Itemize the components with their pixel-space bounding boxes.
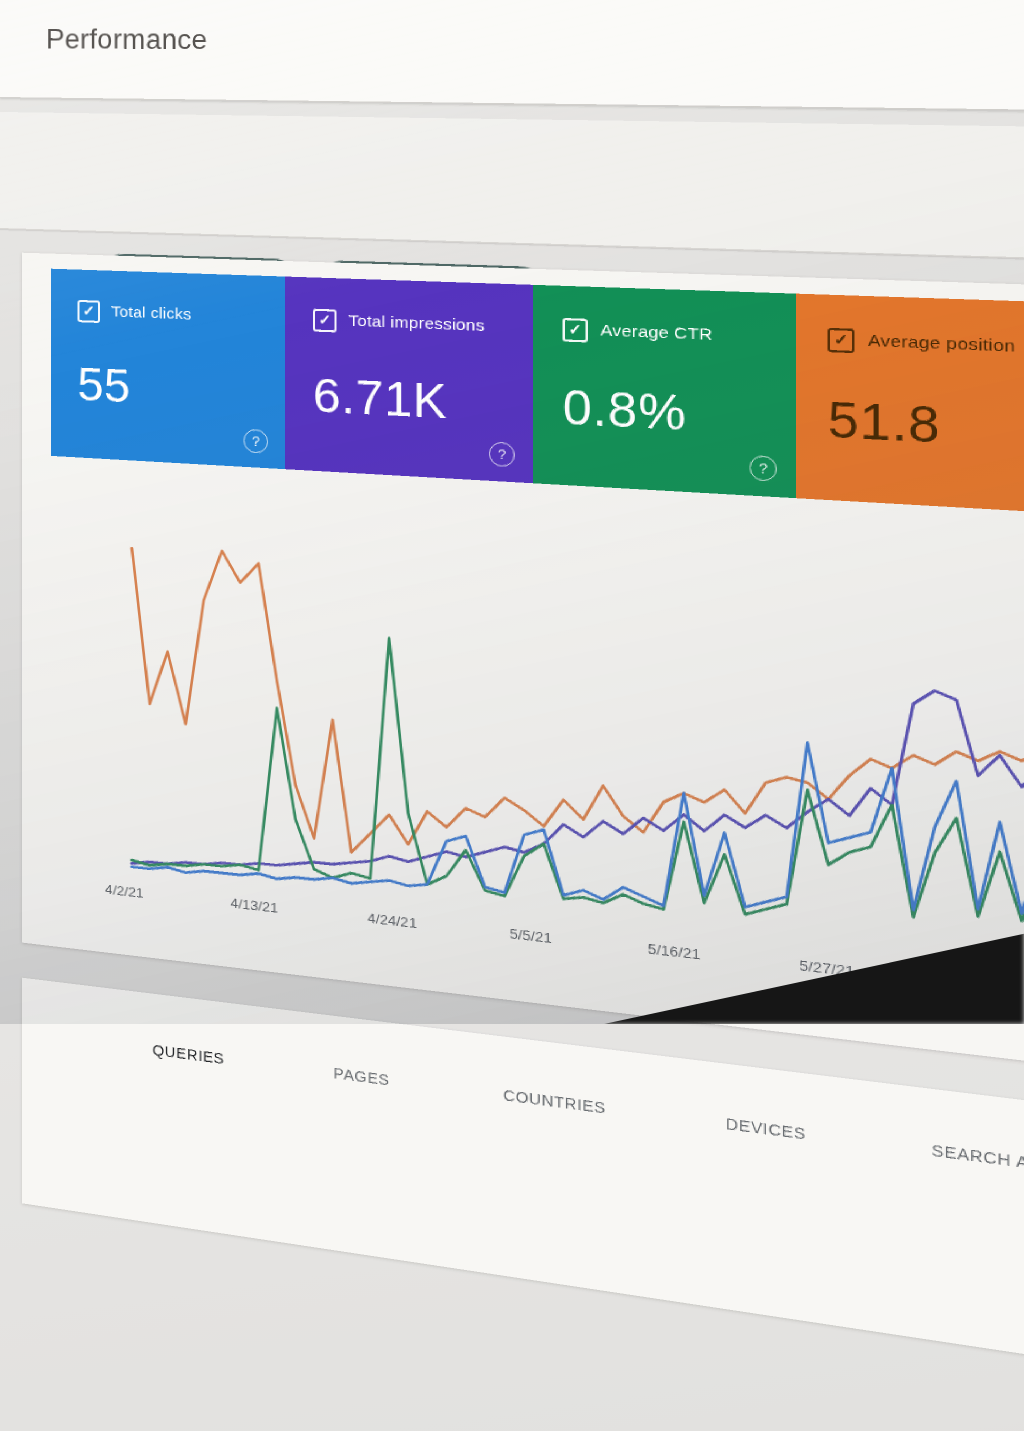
x-tick-label: 6/7/21 — [956, 974, 1004, 997]
help-icon[interactable]: ? — [488, 441, 515, 468]
card-value: 6.71K — [312, 367, 448, 429]
x-tick-label: 5/27/21 — [799, 957, 855, 980]
card-label: Average position — [867, 331, 1016, 357]
x-tick-label: 4/2/21 — [105, 881, 144, 901]
tab-devices[interactable]: DEVICES — [725, 1116, 807, 1144]
x-tick-label: 5/5/21 — [509, 925, 553, 947]
tab-search-appearance[interactable]: SEARCH APPEARANCE — [931, 1142, 1024, 1189]
card-total-impressions[interactable]: ✓ Total impressions 6.71K ? — [285, 276, 533, 484]
card-total-clicks[interactable]: ✓ Total clicks 55 ? — [51, 268, 286, 470]
dimension-tabs: QUERIES PAGES COUNTRIES DEVICES SEARCH APPEA… — [152, 1043, 1024, 1216]
card-value: 0.8% — [562, 378, 687, 441]
tab-countries[interactable]: COUNTRIES — [503, 1087, 606, 1118]
card-value: 55 — [77, 357, 131, 413]
series-line-average-position — [132, 545, 1024, 959]
card-label: Average CTR — [600, 321, 713, 345]
help-icon[interactable]: ? — [749, 455, 777, 482]
card-average-ctr[interactable]: ✓ Average CTR 0.8% ? — [532, 284, 797, 499]
tab-pages[interactable]: PAGES — [333, 1065, 390, 1090]
card-label: Total impressions — [348, 312, 485, 336]
page-title: Performance — [46, 24, 208, 56]
x-tick-label: 4/24/21 — [367, 910, 417, 932]
filter-bar: Search type: Web ✎ Date: Last 3 months ✎… — [0, 112, 1024, 325]
card-label: Total clicks — [111, 303, 192, 324]
tab-queries[interactable]: QUERIES — [152, 1042, 225, 1069]
checkbox-icon[interactable]: ✓ — [312, 308, 337, 333]
x-tick-label: 5/16/21 — [647, 940, 701, 963]
performance-panel: ✓ Total clicks 55 ? ✓ Total impressions … — [21, 252, 1024, 1121]
checkbox-icon[interactable]: ✓ — [827, 327, 855, 354]
checkbox-icon[interactable]: ✓ — [562, 317, 588, 343]
page-header: Performance — [0, 0, 1024, 115]
card-average-position[interactable]: ✓ Average position 51.8 ? — [796, 293, 1024, 515]
checkbox-icon[interactable]: ✓ — [77, 299, 100, 323]
help-icon[interactable]: ? — [243, 428, 268, 454]
dimension-tabs-panel: QUERIES PAGES COUNTRIES DEVICES SEARCH APPEA… — [21, 977, 1024, 1431]
x-tick-label: 4/13/21 — [230, 895, 279, 916]
card-value: 51.8 — [827, 390, 941, 454]
